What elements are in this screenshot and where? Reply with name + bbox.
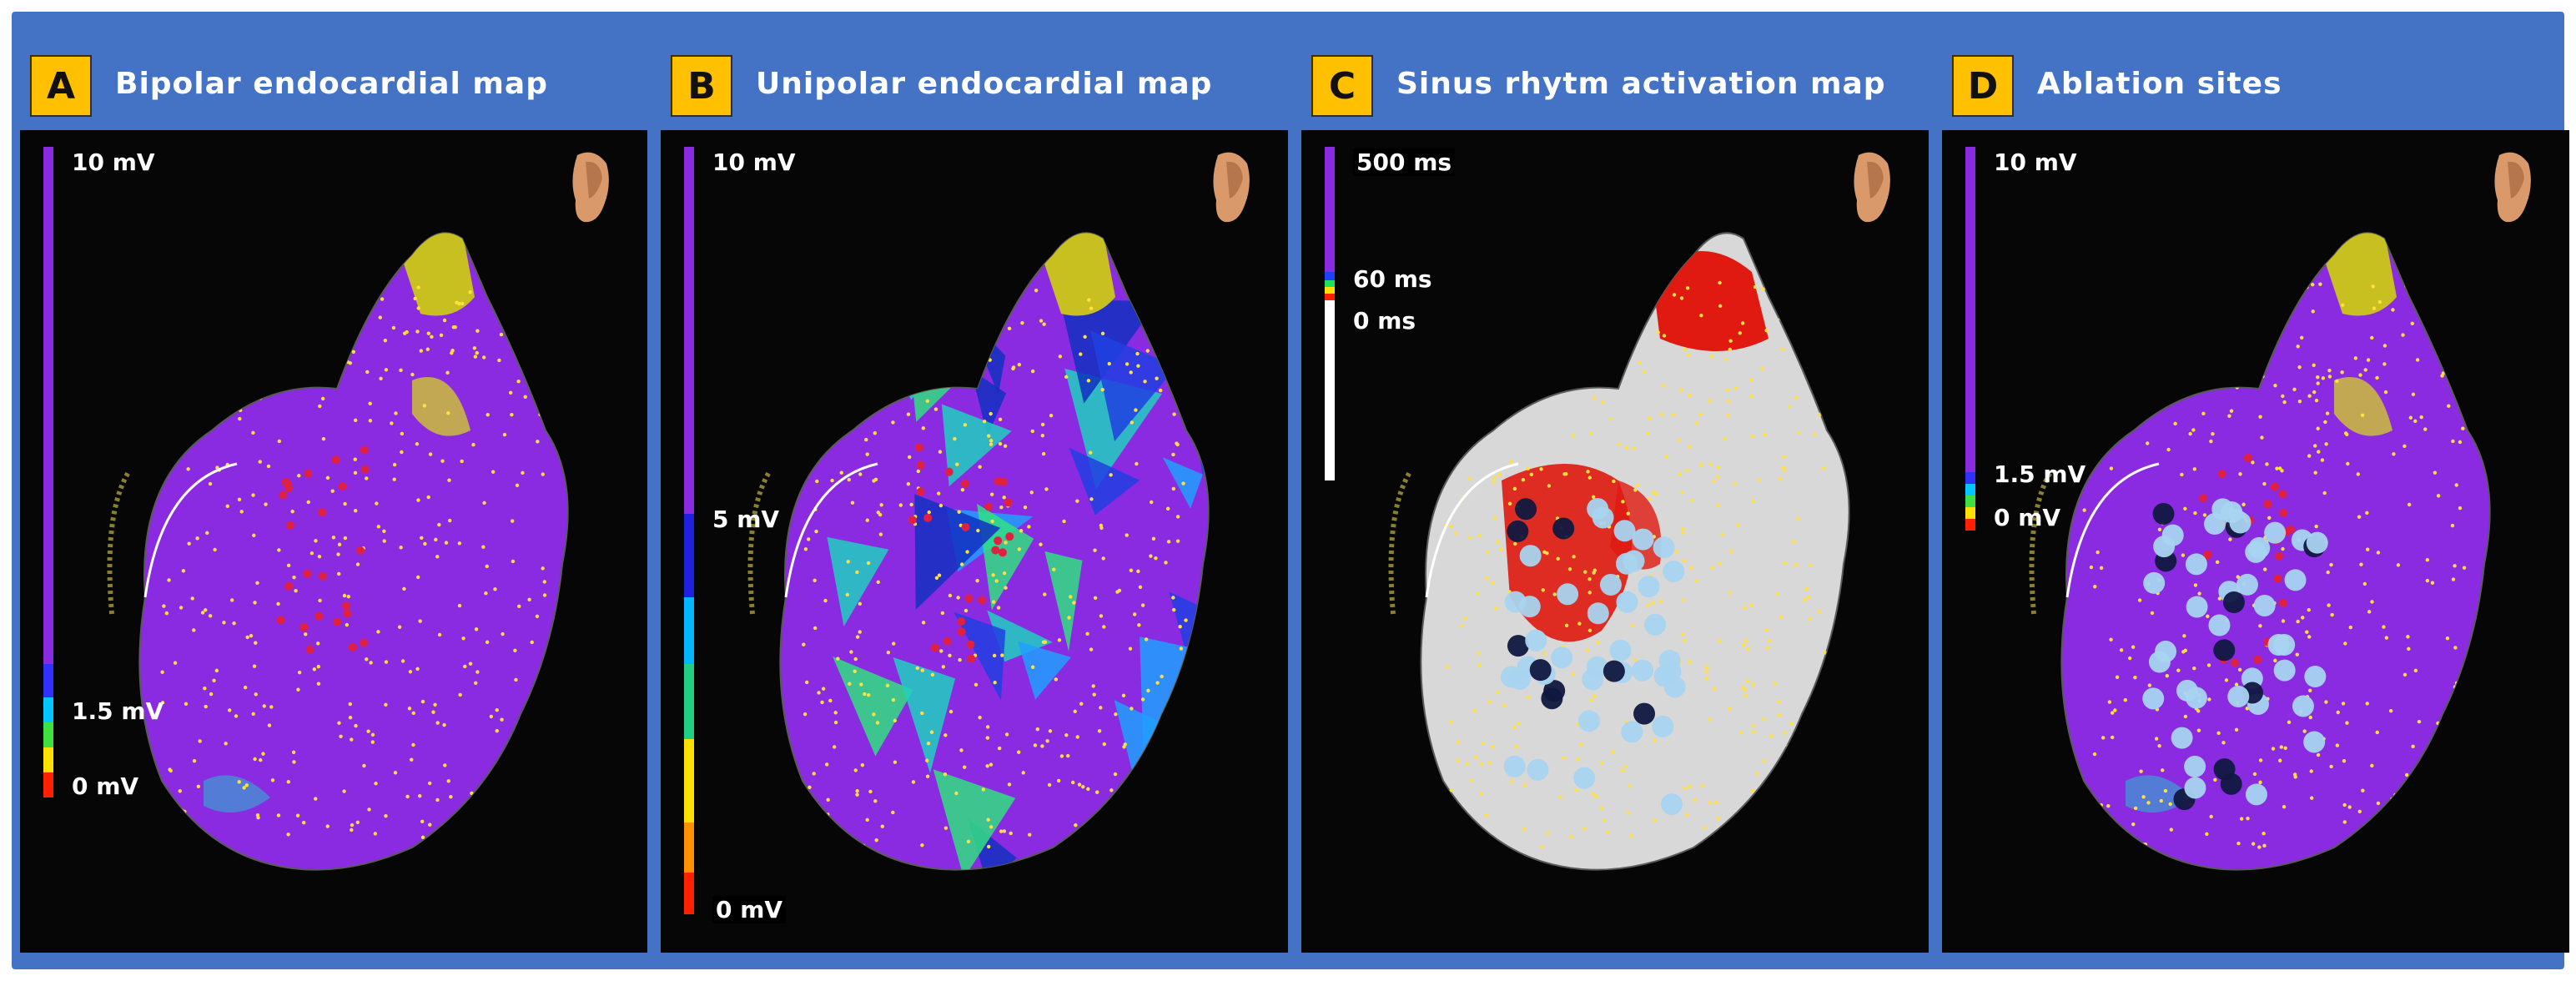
scale-threshold-label: 1.5 mV: [72, 697, 164, 725]
scale-max-label: 10 mV: [1994, 148, 2077, 176]
panel-title: Bipolar endocardial map: [115, 67, 548, 101]
map-viewport[interactable]: 500 ms 60 ms 0 ms: [1301, 130, 1929, 953]
panel-header: D Ablation sites: [1934, 12, 2576, 128]
scale-threshold-label: 1.5 mV: [1994, 460, 2086, 488]
figure-frame: A Bipolar endocardial map 10 mV 1.5 mV 0…: [12, 12, 2569, 969]
voltage-map-render: [107, 232, 569, 871]
activation-map-render: [1388, 232, 1850, 871]
voltage-scale-bar[interactable]: [1964, 147, 1977, 531]
panel-b: B Unipolar endocardial map 10 mV 5 mV 0 …: [652, 12, 1296, 969]
scale-max-label: 10 mV: [712, 148, 796, 176]
panel-header: B Unipolar endocardial map: [652, 12, 1296, 128]
activation-scale-bar[interactable]: [1323, 147, 1336, 480]
panel-c: C Sinus rhytm activation map 500 ms 60 m…: [1293, 12, 1937, 969]
panel-title: Ablation sites: [2037, 67, 2282, 101]
ablation-map-render: [2029, 232, 2491, 871]
panel-letter-badge: C: [1311, 55, 1373, 117]
torso-orientation-icon: [2494, 152, 2531, 223]
panel-header: A Bipolar endocardial map: [12, 12, 656, 128]
torso-orientation-icon: [1213, 152, 1250, 223]
map-viewport[interactable]: 10 mV 5 mV 0 mV: [661, 130, 1288, 953]
panel-header: C Sinus rhytm activation map: [1293, 12, 1937, 128]
torso-orientation-icon: [572, 152, 609, 223]
panel-letter-badge: B: [671, 55, 732, 117]
scale-threshold-label: 60 ms: [1353, 265, 1432, 293]
panel-letter-badge: D: [1952, 55, 2014, 117]
panel-title: Unipolar endocardial map: [756, 67, 1213, 101]
voltage-scale-bar[interactable]: [682, 147, 696, 914]
scale-min-label: 0 mV: [712, 896, 787, 923]
voltage-map-render: [747, 232, 1210, 871]
map-viewport[interactable]: 10 mV 1.5 mV 0 mV: [1942, 130, 2569, 953]
scale-min-label: 0 mV: [72, 772, 139, 800]
panel-d: D Ablation sites 10 mV 1.5 mV 0 mV: [1934, 12, 2576, 969]
torso-orientation-icon: [1854, 152, 1890, 223]
scale-min-label: 0 ms: [1353, 307, 1416, 335]
scale-max-label: 500 ms: [1353, 148, 1456, 176]
voltage-scale-bar[interactable]: [42, 147, 55, 797]
scale-min-label: 0 mV: [1994, 504, 2061, 531]
scale-max-label: 10 mV: [72, 148, 155, 176]
panel-a: A Bipolar endocardial map 10 mV 1.5 mV 0…: [12, 12, 656, 969]
map-viewport[interactable]: 10 mV 1.5 mV 0 mV: [20, 130, 647, 953]
panel-letter-badge: A: [30, 55, 92, 117]
panel-title: Sinus rhytm activation map: [1396, 67, 1886, 101]
scale-mid-label: 5 mV: [712, 506, 780, 533]
